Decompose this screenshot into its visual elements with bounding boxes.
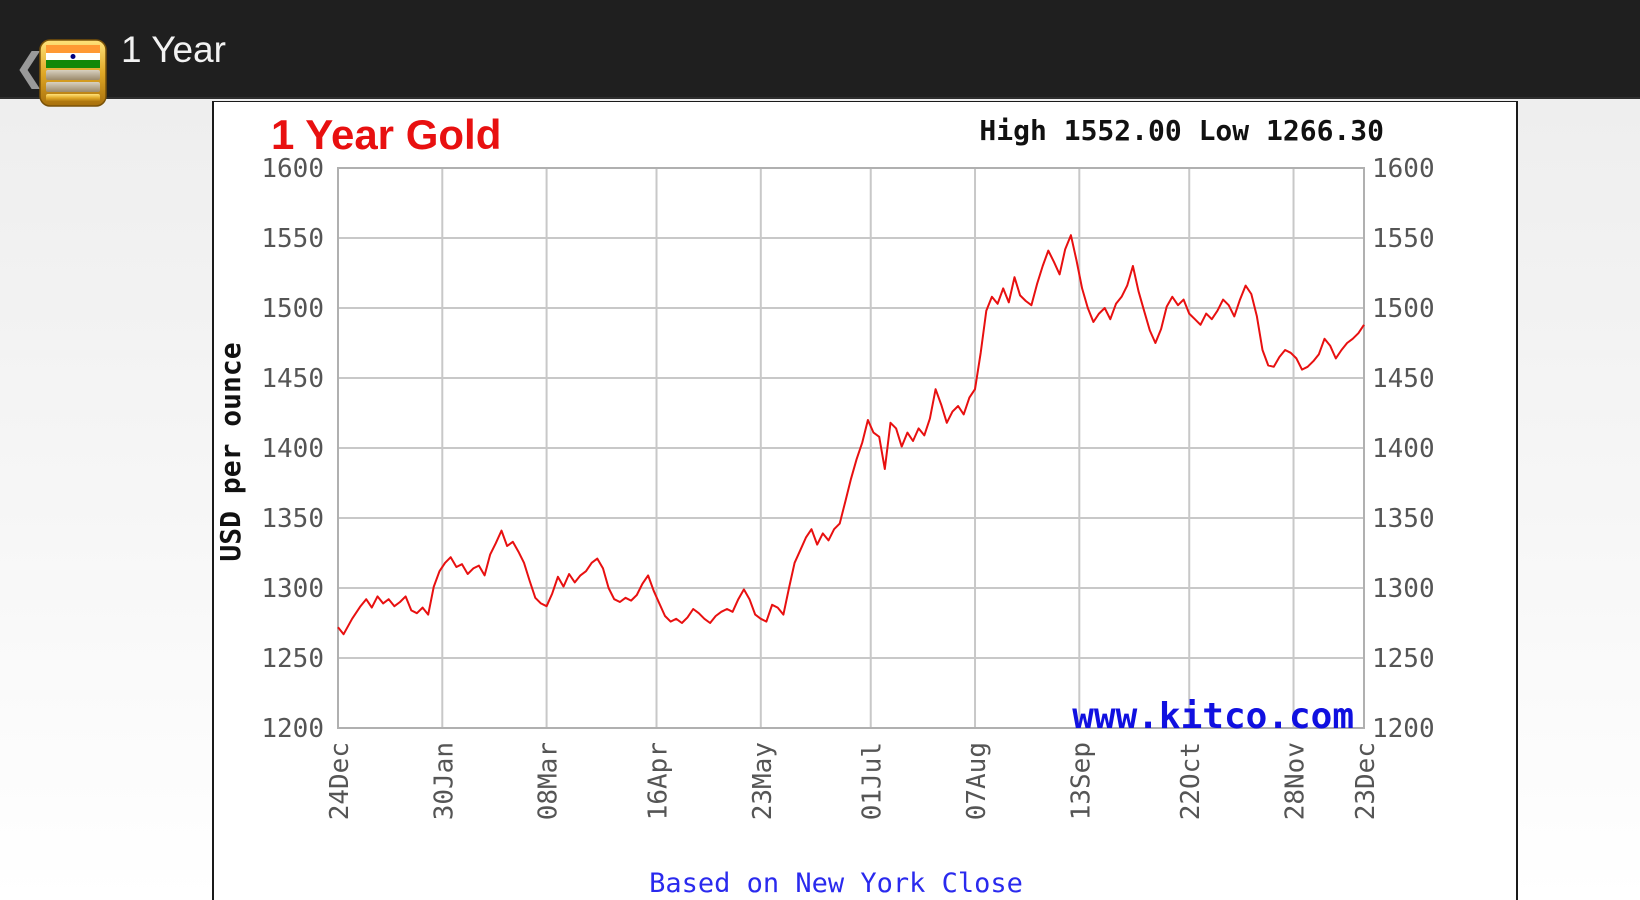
back-button[interactable]: ❮ bbox=[6, 22, 126, 107]
y-tick-label: 1600 bbox=[261, 154, 324, 184]
action-bar: ❮ 1 Year bbox=[0, 0, 1640, 107]
x-tick-label: 23May bbox=[748, 742, 778, 820]
x-tick-label: 22Oct bbox=[1176, 742, 1206, 820]
chart-grid bbox=[337, 167, 1365, 729]
x-tick-label: 13Sep bbox=[1066, 742, 1096, 820]
y-ticks-right: 1200 1250 1300 1350 1400 1450 1500 1550 1600 bbox=[1372, 154, 1435, 744]
x-tick-label: 08Mar bbox=[534, 742, 564, 820]
y-tick-label: 1300 bbox=[1372, 574, 1435, 604]
high-low-label: High 1552.00 Low 1266.30 bbox=[979, 114, 1384, 147]
y-tick-label: 1400 bbox=[261, 434, 324, 464]
x-tick-label: 01Jul bbox=[858, 742, 888, 820]
y-tick-label: 1200 bbox=[261, 714, 324, 744]
x-tick-labels: 24Dec 30Jan 08Mar 16Apr 23May 01Jul 07Aug 13Sep… bbox=[325, 742, 1381, 820]
y-tick-label: 1450 bbox=[261, 364, 324, 394]
x-tick-label: 28Nov bbox=[1281, 742, 1311, 820]
x-tick-label: 30Jan bbox=[429, 742, 459, 820]
plot-border bbox=[337, 167, 1365, 729]
x-tick-label: 16Apr bbox=[644, 742, 674, 820]
gold-price-line bbox=[337, 234, 1365, 636]
series-lines bbox=[337, 234, 1365, 636]
y-tick-label: 1250 bbox=[261, 644, 324, 674]
plot-frame bbox=[337, 167, 1365, 729]
y-tick-label: 1550 bbox=[261, 224, 324, 254]
y-tick-label: 1550 bbox=[1372, 224, 1435, 254]
y-tick-label: 1350 bbox=[1372, 504, 1435, 534]
y-tick-label: 1600 bbox=[1372, 154, 1435, 184]
x-tick-label: 24Dec bbox=[325, 742, 355, 820]
y-tick-label: 1400 bbox=[1372, 434, 1435, 464]
y-tick-label: 1300 bbox=[261, 574, 324, 604]
x-tick-label: 07Aug bbox=[962, 742, 992, 820]
y-tick-label: 1500 bbox=[261, 294, 324, 324]
footer-note: Based on New York Close bbox=[649, 868, 1023, 899]
gold-price-chart: 1 Year Gold High 1552.00 Low 1266.30 USD… bbox=[214, 111, 1435, 899]
y-tick-label: 1350 bbox=[261, 504, 324, 534]
y-tick-label: 1250 bbox=[1372, 644, 1435, 674]
y-tick-label: 1200 bbox=[1372, 714, 1435, 744]
y-tick-label: 1500 bbox=[1372, 294, 1435, 324]
chart-title: 1 Year Gold bbox=[271, 111, 501, 158]
y-tick-label: 1450 bbox=[1372, 364, 1435, 394]
y-axis-label: USD per ounce bbox=[214, 342, 247, 561]
gold-bars-app-icon bbox=[39, 39, 107, 107]
kitco-watermark: www.kitco.com bbox=[1072, 696, 1354, 737]
y-ticks-left: 1200 1250 1300 1350 1400 1450 1500 1550 1600 bbox=[261, 154, 324, 744]
gold-chart-panel: 1 Year Gold High 1552.00 Low 1266.30 USD… bbox=[212, 101, 1518, 900]
x-tick-label: 23Dec bbox=[1351, 742, 1381, 820]
page-title: 1 Year bbox=[121, 29, 226, 70]
